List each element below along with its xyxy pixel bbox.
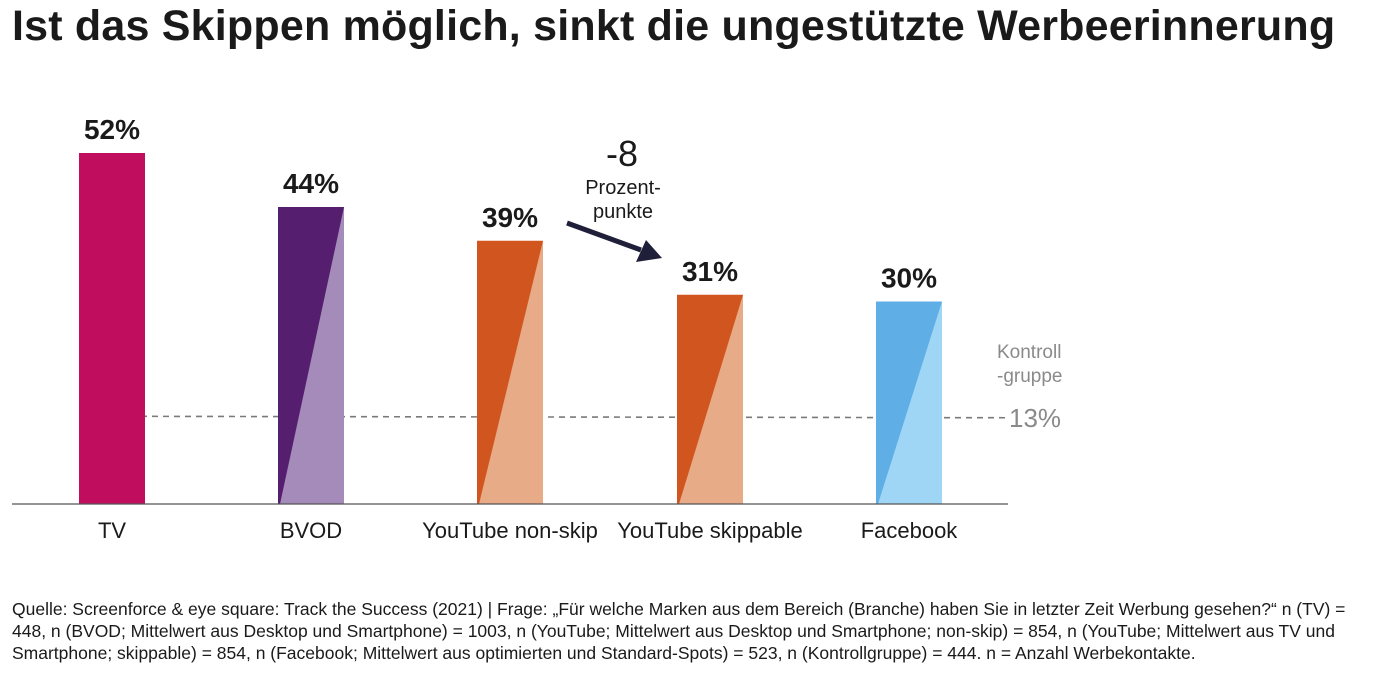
annotation-value: -8 [606, 133, 638, 174]
value-label-bvod: 44% [283, 168, 339, 199]
value-label-youtube-skippable: 31% [682, 256, 738, 287]
category-label-bvod: BVOD [280, 518, 342, 543]
value-label-facebook: 30% [881, 263, 937, 294]
reference-label-line-2: -gruppe [997, 366, 1063, 387]
source-footnote: Quelle: Screenforce & eye square: Track … [12, 599, 1346, 663]
reference-value-label: 13% [1009, 403, 1061, 433]
category-label-facebook: Facebook [861, 518, 959, 543]
annotation-text-line-1: Prozent- [585, 177, 661, 199]
chart-title: Ist das Skippen möglich, sinkt die unges… [12, 2, 1336, 50]
annotation-arrow-shaft [566, 220, 642, 253]
bar-facebook-highlight [878, 301, 942, 504]
value-label-tv: 52% [84, 114, 140, 145]
reference-line [85, 415, 1009, 419]
category-label-youtube-skippable: YouTube skippable [617, 518, 803, 543]
bar-tv [79, 153, 145, 504]
reference-label-line-1: Kontroll [997, 342, 1061, 363]
bar-youtube-non-skip-highlight [479, 240, 543, 504]
category-label-youtube-non-skip: YouTube non-skip [422, 518, 598, 543]
annotation-arrow-head [636, 240, 662, 262]
annotation-text-line-2: punkte [593, 201, 653, 223]
bar-chart: 52% TV 44% BVOD 39% YouTube non-skip 31% YouTub… [12, 114, 1063, 543]
bar-bvod-highlight [280, 207, 344, 504]
category-label-tv: TV [98, 518, 126, 543]
value-label-youtube-non-skip: 39% [482, 202, 538, 233]
bar-youtube-skippable-highlight [679, 294, 743, 504]
